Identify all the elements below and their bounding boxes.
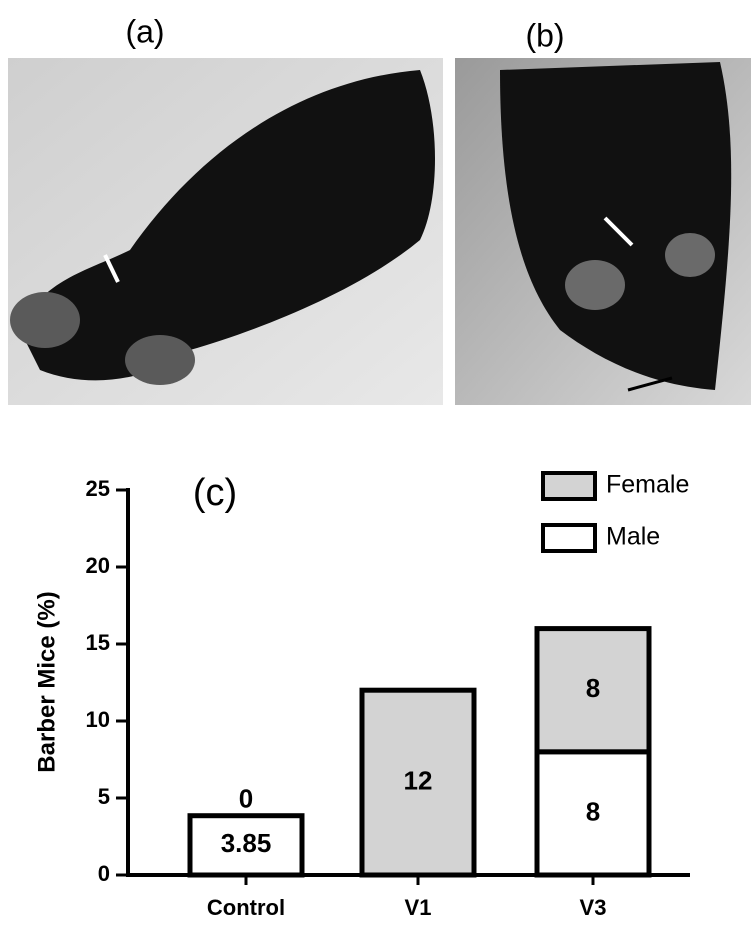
- y-axis-label: Barber Mice (%): [33, 591, 60, 772]
- legend-label: Female: [606, 471, 689, 499]
- value-label: 12: [404, 765, 433, 795]
- value-label: 8: [586, 796, 600, 826]
- x-tick-label: V1: [405, 895, 432, 920]
- legend-label: Male: [606, 523, 660, 551]
- value-label: 8: [586, 673, 600, 703]
- panel-label: (a): [125, 13, 164, 49]
- bar-segment: [187, 813, 305, 878]
- legend-swatch: [541, 523, 597, 553]
- y-tick-label: 20: [86, 553, 110, 578]
- value-label: 0: [239, 784, 253, 814]
- photo-b: [455, 58, 751, 405]
- photo-a: [8, 58, 443, 405]
- bar-segment: [534, 749, 652, 878]
- panel-label: (b): [525, 17, 564, 53]
- y-tick-label: 25: [86, 476, 110, 501]
- x-tick-label: Control: [207, 895, 285, 920]
- bar-segment: [359, 687, 477, 878]
- y-tick-label: 10: [86, 707, 110, 732]
- bar-segment: [534, 626, 652, 755]
- legend-swatch: [541, 471, 597, 501]
- y-tick-label: 15: [86, 630, 110, 655]
- annotation: (c): [193, 472, 237, 514]
- y-tick-label: 5: [98, 784, 110, 809]
- x-tick-label: V3: [580, 895, 607, 920]
- y-tick-label: 0: [98, 861, 110, 886]
- value-label: 3.85: [221, 828, 272, 858]
